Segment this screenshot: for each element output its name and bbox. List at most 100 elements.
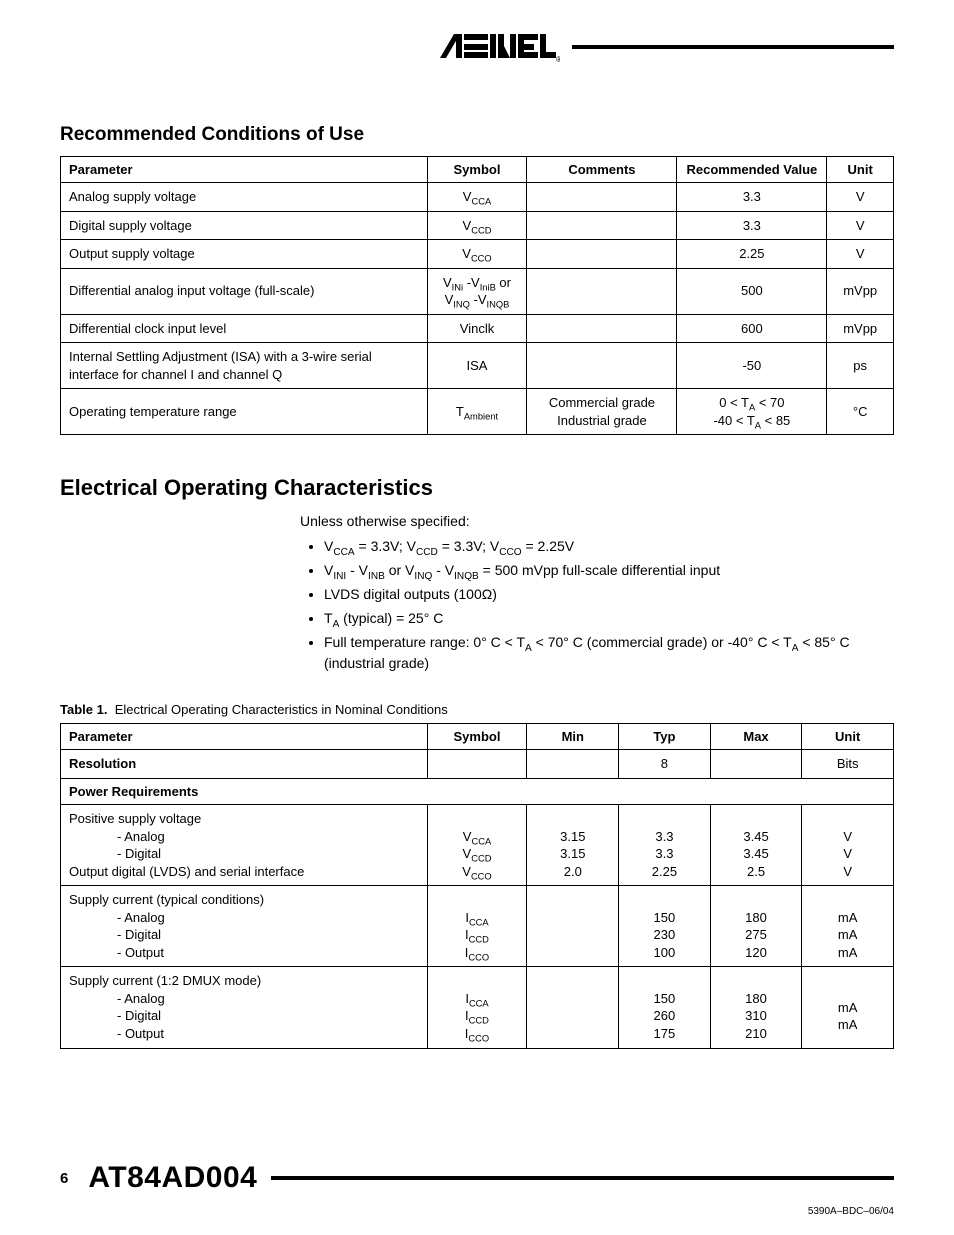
cell: ICCAICCDICCO — [427, 886, 527, 967]
table-row: Operating temperature rangeTAmbientComme… — [61, 389, 894, 435]
column-header: Parameter — [61, 157, 428, 183]
table-header-row: ParameterSymbolCommentsRecommended Value… — [61, 157, 894, 183]
svg-text:®: ® — [556, 55, 560, 64]
table-row: Differential clock input levelVinclk 600m… — [61, 314, 894, 343]
cell: VVV — [802, 805, 894, 886]
cell — [710, 750, 802, 779]
condition-item: TA (typical) = 25° C — [324, 608, 894, 629]
cell: ICCAICCDICCO — [427, 967, 527, 1048]
cell: 180275120 — [710, 886, 802, 967]
cell: Output supply voltage — [61, 240, 428, 269]
electrical-title: Electrical Operating Characteristics — [60, 475, 894, 501]
column-header: Parameter — [61, 724, 428, 750]
page-header: ® — [60, 30, 894, 64]
cell: VCCO — [427, 240, 527, 269]
cell: 600 — [677, 314, 827, 343]
cell: V — [827, 183, 894, 212]
table-row: Differential analog input voltage (full-… — [61, 268, 894, 314]
cell — [527, 343, 677, 389]
table-row: Analog supply voltageVCCA 3.3V — [61, 183, 894, 212]
cell — [527, 314, 677, 343]
cell: Resolution — [61, 750, 428, 779]
cell: 180310210 — [710, 967, 802, 1048]
column-header: Symbol — [427, 724, 527, 750]
document-id: 5390A–BDC–06/04 — [808, 1206, 894, 1217]
column-header: Unit — [827, 157, 894, 183]
recommended-table: ParameterSymbolCommentsRecommended Value… — [60, 156, 894, 435]
condition-item: VCCA = 3.3V; VCCD = 3.3V; VCCO = 2.25V — [324, 536, 894, 557]
conditions-list: VCCA = 3.3V; VCCD = 3.3V; VCCO = 2.25V VI… — [300, 536, 894, 674]
table-row: Digital supply voltageVCCD 3.3V — [61, 211, 894, 240]
condition-item: VINI - VINB or VINQ - VINQB = 500 mVpp f… — [324, 560, 894, 581]
table-row: Supply current (typical conditions)- Ana… — [61, 886, 894, 967]
page-footer: 6 AT84AD004 — [60, 1161, 894, 1195]
cell: 8 — [619, 750, 711, 779]
caption-text: Electrical Operating Characteristics in … — [115, 702, 448, 717]
page-number: 6 — [60, 1170, 68, 1187]
table-row: Power Requirements — [61, 779, 894, 805]
cell: Operating temperature range — [61, 389, 428, 435]
cell: Differential clock input level — [61, 314, 428, 343]
datasheet-page: ® Recommended Conditions of Use Paramete… — [0, 0, 954, 1235]
recommended-title: Recommended Conditions of Use — [60, 124, 894, 146]
column-header: Typ — [619, 724, 711, 750]
caption-label: Table 1. — [60, 702, 107, 717]
cell: VINi -VIniB orVINQ -VINQB — [427, 268, 527, 314]
cell: °C — [827, 389, 894, 435]
cell: -50 — [677, 343, 827, 389]
column-header: Max — [710, 724, 802, 750]
table1-caption: Table 1. Electrical Operating Characteri… — [60, 702, 894, 717]
column-header: Comments — [527, 157, 677, 183]
electrical-conditions: Unless otherwise specified: VCCA = 3.3V;… — [300, 511, 894, 674]
cell: mAmAmA — [802, 886, 894, 967]
column-header: Unit — [802, 724, 894, 750]
table-header-row: ParameterSymbolMinTypMaxUnit — [61, 724, 894, 750]
cell: mVpp — [827, 314, 894, 343]
cell: 2.25 — [677, 240, 827, 269]
cell — [527, 211, 677, 240]
cell: Internal Settling Adjustment (ISA) with … — [61, 343, 428, 389]
cell: V — [827, 211, 894, 240]
cell: 3.3 — [677, 183, 827, 212]
condition-item: Full temperature range: 0° C < TA < 70° … — [324, 632, 894, 674]
cell: 3.453.452.5 — [710, 805, 802, 886]
cell: VCCD — [427, 211, 527, 240]
cell: VCCA — [427, 183, 527, 212]
cell: Positive supply voltage- Analog- Digital… — [61, 805, 428, 886]
part-number: AT84AD004 — [88, 1161, 257, 1195]
cell: Differential analog input voltage (full-… — [61, 268, 428, 314]
cell — [527, 240, 677, 269]
cell: Bits — [802, 750, 894, 779]
cell: 150230100 — [619, 886, 711, 967]
cell: V — [827, 240, 894, 269]
electrical-table: ParameterSymbolMinTypMaxUnit Resolution 8… — [60, 723, 894, 1048]
cell — [527, 886, 619, 967]
cell: ps — [827, 343, 894, 389]
cell: Commercial gradeIndustrial grade — [527, 389, 677, 435]
table-row: Positive supply voltage- Analog- Digital… — [61, 805, 894, 886]
table-row: Supply current (1:2 DMUX mode)- Analog- … — [61, 967, 894, 1048]
cell: Vinclk — [427, 314, 527, 343]
cell: 3.3 — [677, 211, 827, 240]
cell: mAmA — [802, 967, 894, 1048]
cell: 3.153.152.0 — [527, 805, 619, 886]
column-header: Recommended Value — [677, 157, 827, 183]
cell: TAmbient — [427, 389, 527, 435]
cell: ISA — [427, 343, 527, 389]
cell: Analog supply voltage — [61, 183, 428, 212]
conditions-intro: Unless otherwise specified: — [300, 511, 894, 532]
cell: 0 < TA < 70-40 < TA < 85 — [677, 389, 827, 435]
cell: Supply current (typical conditions)- Ana… — [61, 886, 428, 967]
cell: mVpp — [827, 268, 894, 314]
cell: 150260175 — [619, 967, 711, 1048]
cell — [427, 750, 527, 779]
condition-item: LVDS digital outputs (100Ω) — [324, 584, 894, 605]
cell — [527, 967, 619, 1048]
cell: 3.33.32.25 — [619, 805, 711, 886]
brand-logo: ® — [440, 30, 560, 64]
column-header: Min — [527, 724, 619, 750]
cell — [527, 750, 619, 779]
table-row: Internal Settling Adjustment (ISA) with … — [61, 343, 894, 389]
cell: Digital supply voltage — [61, 211, 428, 240]
cell: 500 — [677, 268, 827, 314]
